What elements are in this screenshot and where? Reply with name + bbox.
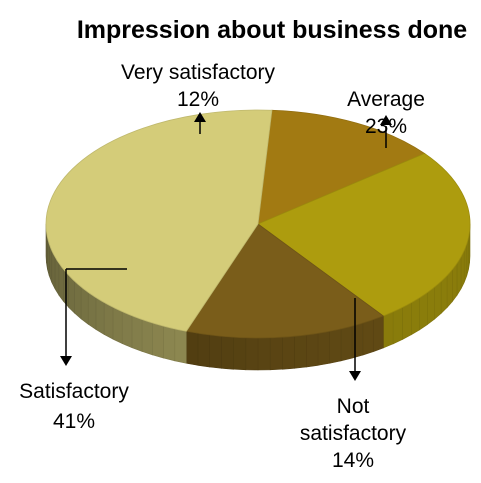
slice-side-not-satisfactory <box>306 333 318 367</box>
slice-side-not-satisfactory <box>258 338 270 370</box>
slice-label-not-satisfactory: Not satisfactory <box>294 393 412 447</box>
slice-side-not-satisfactory <box>330 329 341 363</box>
slice-label-very-satisfactory: Very satisfactory <box>121 61 276 84</box>
pie-slices <box>46 110 470 338</box>
slice-value-not-satisfactory: 14% <box>332 449 374 472</box>
slice-value-average: 23% <box>365 115 407 138</box>
arrowhead-satisfactory <box>60 356 72 366</box>
slice-label-satisfactory: Satisfactory <box>19 380 129 403</box>
slice-side-satisfactory <box>69 275 75 313</box>
slice-side-average <box>427 287 434 324</box>
slice-side-average <box>411 298 419 335</box>
slice-side-not-satisfactory <box>318 331 330 365</box>
slice-side-average <box>441 276 447 314</box>
slice-side-average <box>393 307 402 343</box>
slice-side-satisfactory <box>96 297 104 334</box>
slice-side-satisfactory <box>153 323 164 358</box>
slice-side-satisfactory <box>132 316 142 352</box>
slice-side-average <box>435 281 442 319</box>
slice-side-satisfactory <box>175 329 187 363</box>
slice-label-not-satisfactory-box: Not satisfactory 14% <box>284 393 422 474</box>
slice-side-not-satisfactory <box>373 316 383 352</box>
arrowhead-not-satisfactory <box>349 371 361 381</box>
slice-value-very-satisfactory: 12% <box>177 88 219 111</box>
slice-side-satisfactory <box>81 287 88 324</box>
slice-side-satisfactory <box>75 281 82 319</box>
slice-side-not-satisfactory <box>363 320 373 355</box>
slice-side-satisfactory <box>104 302 113 339</box>
slice-side-satisfactory <box>122 312 132 348</box>
slice-side-average <box>383 312 393 348</box>
slice-side-satisfactory <box>113 307 122 343</box>
slice-side-not-satisfactory <box>246 338 258 370</box>
slice-side-not-satisfactory <box>222 336 234 369</box>
slice-side-not-satisfactory <box>198 333 210 367</box>
slice-side-average <box>420 293 428 330</box>
slice-side-not-satisfactory <box>210 335 222 368</box>
slice-side-not-satisfactory <box>282 336 294 369</box>
slice-side-not-satisfactory <box>352 323 363 358</box>
chart-title: Impression about business done <box>77 16 467 44</box>
slice-side-satisfactory <box>142 319 153 354</box>
slice-side-satisfactory <box>164 326 175 361</box>
slice-side-not-satisfactory <box>341 326 352 361</box>
slice-side-satisfactory <box>88 292 96 329</box>
slice-side-not-satisfactory <box>294 335 306 368</box>
slice-side-not-satisfactory <box>186 331 198 365</box>
slice-side-not-satisfactory <box>270 337 282 370</box>
slice-label-average: Average <box>347 88 425 111</box>
slice-side-average <box>402 303 411 340</box>
slice-side-not-satisfactory <box>234 337 246 370</box>
slice-value-satisfactory: 41% <box>53 410 95 433</box>
